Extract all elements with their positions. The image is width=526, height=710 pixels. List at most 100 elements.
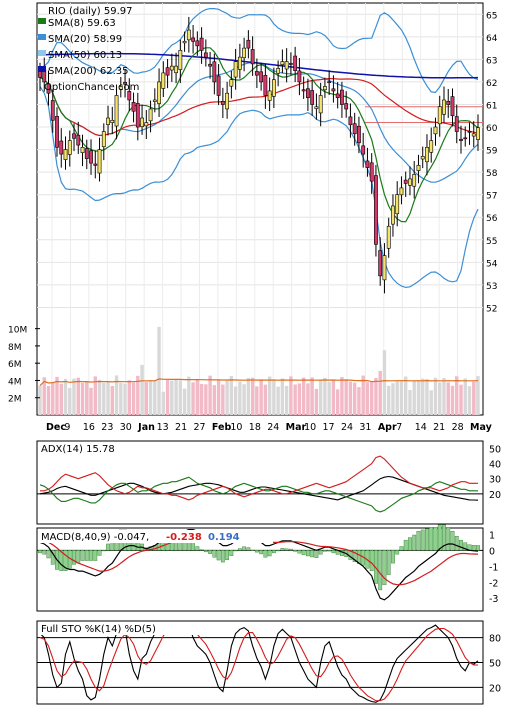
volume-bar [46,386,51,415]
macd-hist-bar [216,550,221,561]
adx-series-line [39,476,478,513]
volume-tick-label: 8M [8,343,22,353]
macd-hist-bar [220,550,225,563]
macd-hist-bar [420,529,425,551]
volume-bar [318,379,323,415]
volume-bar [102,382,106,415]
macd-hist-bar [199,549,204,551]
volume-bar [233,386,238,415]
candle-body [140,117,144,128]
volume-bar [144,381,149,415]
candle-body [467,131,472,133]
candle-body [395,194,400,215]
volume-bar [68,387,72,415]
macd-hist-bar [246,547,251,551]
legend-swatch-sma8 [38,18,46,24]
macd-hist-bar [233,550,238,552]
candle-body [463,137,468,140]
sto-lines [39,624,479,703]
macd-hist-bar [433,527,438,551]
candle-body [331,88,336,92]
volume-bar [259,380,263,415]
volume-bar [242,384,246,415]
macd-hist-bar [42,550,47,555]
macd-hist-bar [63,550,68,571]
candle-body [101,131,106,148]
candle-body [50,100,55,121]
volume-bar [301,377,306,415]
volume-bar [395,381,399,415]
volume-bar [157,326,161,415]
candle-body [293,55,298,71]
legend-sma8: SMA(8) 59.63 [48,18,116,29]
x-tick-label: 28 [452,422,464,433]
volume-bar [221,384,225,415]
x-tick-label: Jan [137,422,155,433]
adx-tick-label: 20 [489,490,501,501]
volume-axis: 2M 4M 6M 8M 10M [8,326,40,405]
volume-tick-label: 10M [8,326,27,336]
volume-bar [110,385,114,415]
candle-body [76,134,81,146]
candle-body [288,63,293,65]
candle-body [327,81,332,84]
macd-tick-label: -1 [489,562,498,573]
candle-body [135,103,140,128]
macd-hist-bar [195,546,200,551]
candle-body [420,156,425,160]
x-tick-label: 27 [193,422,205,433]
macd-hist-bar [72,550,76,565]
candle-body [46,83,51,94]
volume-bar [365,382,370,415]
candle-body [110,119,115,123]
macd-hist-bar [203,550,208,553]
x-tick-label: 14 [415,422,427,433]
volume-bar [38,385,42,415]
macd-hist-bar [378,550,383,591]
candle-body [63,149,68,160]
price-title: RIO (daily) 59.97 [48,6,133,17]
candle-body [280,61,285,65]
volume-bar [191,382,195,415]
macd-hist-bar [374,550,378,584]
volume-bar [63,378,68,415]
macd-hist-bar [327,550,332,552]
price-tick-label: 55 [486,237,497,247]
volume-bar [136,375,140,415]
candle-body [335,93,340,99]
volume-bar [97,379,102,415]
candle-body [254,71,259,76]
x-tick-label: 10 [230,422,242,433]
candle-body [195,40,200,47]
candle-body [284,61,289,70]
volume-bar [42,377,46,415]
volume-bar [297,383,302,415]
candle-body [131,101,136,112]
macd-hist-bar [416,530,421,551]
macd-hist-bar [459,539,463,551]
volume-bar [284,385,289,415]
macd-hist-bar [399,546,404,551]
candle-body [246,39,251,49]
macd-hist-bar [106,543,110,551]
price-tick-label: 59 [486,147,498,157]
macd-hist-bar [229,550,234,556]
volume-bar [204,384,208,415]
macd-signal-value: -0.238 [166,532,202,543]
candle-body [229,79,234,87]
candle-body [263,74,268,96]
macd-hist-bar [276,550,281,552]
macd-title-bg [38,530,273,543]
candle-body [144,122,149,127]
volume-bar [123,383,127,415]
volume-bar [127,380,132,415]
macd-tick-label: 1 [489,530,495,541]
volume-bar [404,376,408,415]
candle-body [318,95,323,114]
volume-bar [421,378,425,415]
candle-body [199,37,204,51]
candle-body [174,65,178,74]
candle-body [55,116,59,148]
legend-sma200: SMA(200) 62.35 [48,66,129,77]
volume-bar [93,376,97,415]
